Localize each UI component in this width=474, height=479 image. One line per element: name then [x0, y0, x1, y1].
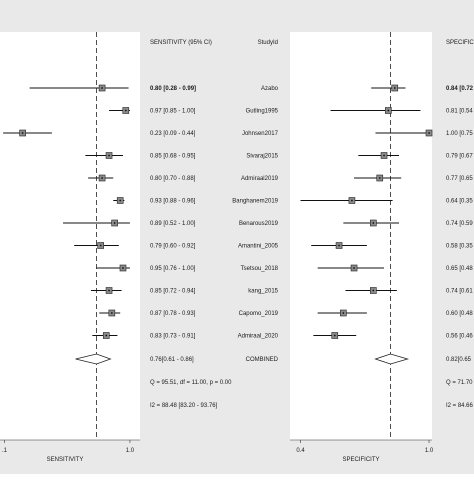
- study-point-center: [119, 199, 122, 202]
- study-estimate-label: 0.97 [0.85 - 1.00]: [150, 109, 196, 115]
- study-id-label: Johnsen2017: [242, 131, 279, 137]
- study-estimate-label: 0.23 [0.09 - 0.44]: [150, 131, 196, 137]
- study-estimate-label: 0.84 [0.72: [446, 86, 474, 92]
- study-estimate-label: 0.58 [0.35: [446, 244, 473, 250]
- study-id-label: Benarous2019: [239, 221, 279, 227]
- study-point-center: [105, 334, 108, 337]
- study-estimate-label: 0.79 [0.67: [446, 154, 473, 160]
- study-point-center: [99, 244, 102, 247]
- study-point-center: [383, 154, 385, 157]
- study-estimate-label: 0.80 [0.28 - 0.99]: [150, 86, 196, 92]
- study-point-center: [101, 87, 103, 89]
- study-point-center: [342, 312, 345, 314]
- x-tick-label: .1: [2, 448, 8, 454]
- study-point-center: [122, 267, 124, 269]
- study-id-label: Capomo_2019: [239, 311, 279, 317]
- study-estimate-label: 0.79 [0.60 - 0.92]: [150, 244, 196, 250]
- study-point-center: [333, 334, 336, 337]
- studyid-column-header: StudyId: [258, 40, 278, 46]
- study-point-center: [372, 222, 375, 224]
- study-estimate-label: 0.85 [0.68 - 0.95]: [150, 154, 196, 160]
- sensitivity-plot-panel: [0, 32, 140, 440]
- study-point-center: [101, 177, 103, 179]
- study-estimate-label: 0.81 [0.54: [446, 109, 473, 115]
- combined-row-label: COMBINED: [246, 357, 279, 363]
- combined-estimate-diamond: [75, 353, 112, 365]
- study-point-center: [393, 87, 396, 89]
- study-point-center: [108, 154, 110, 157]
- study-estimate-label: 0.60 [0.48: [446, 311, 473, 317]
- study-id-label: Azabo: [261, 86, 279, 92]
- study-estimate-label: 1.00 [0.75: [446, 131, 473, 137]
- specificity-plot-panel: [290, 32, 432, 440]
- study-point-center: [113, 222, 116, 224]
- study-point-center: [124, 109, 127, 112]
- study-estimate-label: 0.56 [0.46: [446, 334, 473, 340]
- study-id-label: Gutling1995: [246, 109, 279, 115]
- combined-estimate-label: 0.82[0.65: [446, 357, 472, 363]
- combined-estimate-label: 0.76[0.61 - 0.86]: [150, 357, 194, 363]
- study-point-center: [387, 109, 390, 112]
- study-point-center: [378, 177, 381, 179]
- study-point-center: [108, 289, 110, 292]
- study-point-center: [353, 267, 355, 269]
- study-estimate-label: 0.89 [0.52 - 1.00]: [150, 221, 196, 227]
- study-id-label: Amantini_2005: [238, 244, 279, 250]
- study-estimate-label: 0.93 [0.88 - 0.96]: [150, 199, 196, 205]
- study-estimate-label: 0.83 [0.73 - 0.91]: [150, 334, 196, 340]
- study-estimate-label: 0.95 [0.76 - 1.00]: [150, 266, 196, 272]
- heterogeneity-q-stat: Q = 71.70: [446, 380, 473, 386]
- study-id-label: Sivaraj2015: [246, 154, 278, 160]
- heterogeneity-i2-stat: I2 = 84.66: [446, 403, 474, 409]
- sensitivity-column-header: SENSITIVITY (95% CI): [150, 40, 212, 46]
- study-id-label: Banghanem2019: [232, 199, 278, 205]
- study-estimate-label: 0.80 [0.70 - 0.88]: [150, 176, 196, 182]
- x-tick-label: 1.0: [425, 448, 434, 454]
- study-point-center: [372, 289, 375, 292]
- study-point-center: [21, 132, 24, 134]
- x-tick-label: 1.0: [126, 448, 135, 454]
- study-id-label: kang_2015: [248, 289, 278, 295]
- heterogeneity-q-stat: Q = 95.51, df = 11.00, p = 0.00: [150, 380, 232, 386]
- heterogeneity-i2-stat: I2 = 88.48 [83.20 - 93.76]: [150, 403, 218, 409]
- study-point-center: [428, 132, 430, 134]
- study-id-label: Tsetsou_2018: [241, 266, 279, 272]
- study-estimate-label: 0.74 [0.61: [446, 289, 473, 295]
- study-estimate-label: 0.87 [0.78 - 0.93]: [150, 311, 196, 317]
- study-point-center: [110, 312, 113, 314]
- combined-estimate-diamond: [374, 353, 410, 365]
- x-tick-label: 0.4: [296, 448, 305, 454]
- study-estimate-label: 0.64 [0.35: [446, 199, 473, 205]
- study-point-center: [338, 244, 340, 247]
- study-estimate-label: 0.85 [0.72 - 0.94]: [150, 289, 196, 295]
- specificity-column-header: SPECIFICI: [446, 40, 474, 46]
- study-id-label: Admiraal2019: [241, 176, 279, 182]
- study-estimate-label: 0.77 [0.65: [446, 176, 473, 182]
- study-estimate-label: 0.74 [0.59: [446, 221, 473, 227]
- study-id-label: Admiraal_2020: [238, 334, 279, 340]
- study-point-center: [351, 199, 353, 202]
- study-estimate-label: 0.65 [0.48: [446, 266, 473, 272]
- x-axis-title: SENSITIVITY: [47, 457, 84, 463]
- x-axis-title: SPECIFICITY: [342, 457, 379, 463]
